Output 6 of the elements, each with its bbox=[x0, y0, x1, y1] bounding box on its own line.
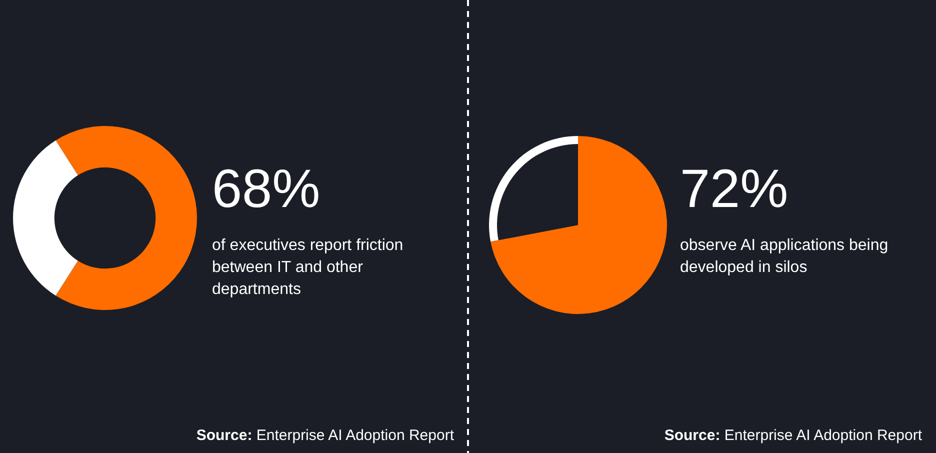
data-label: 72% bbox=[680, 159, 788, 219]
source-note: Source: Enterprise AI Adoption Report bbox=[196, 427, 455, 444]
text: of executives report friction between IT and other departments bbox=[212, 237, 404, 298]
data-label: 68% bbox=[212, 159, 320, 219]
source-note: Source: Enterprise AI Adoption Report bbox=[664, 427, 923, 444]
text: observe AI applications being developed in silos bbox=[680, 237, 888, 276]
